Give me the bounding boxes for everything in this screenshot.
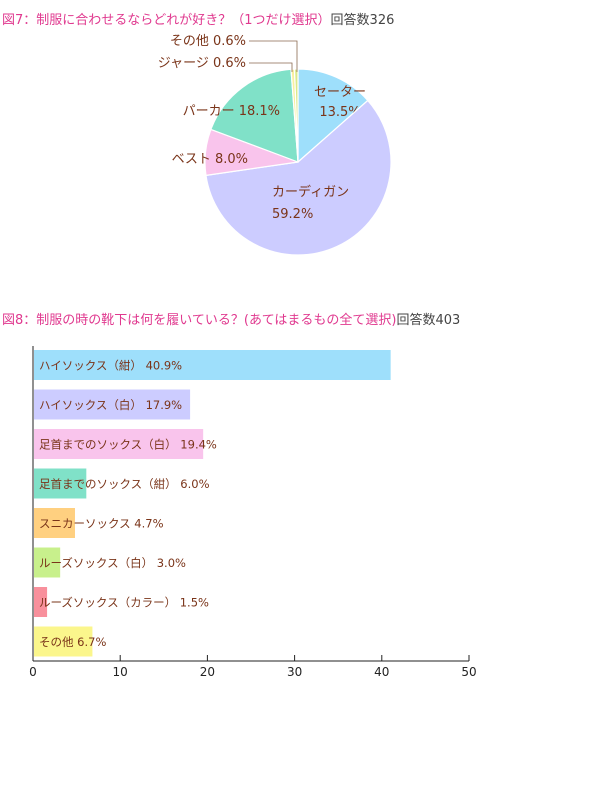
x-tick-label: 30 (287, 665, 302, 679)
pie-slice-label: カーディガン (272, 184, 349, 200)
pie-slice (297, 68, 369, 164)
pie-slice-value: 59.2% (272, 207, 313, 222)
bar-label: 足首までのソックス（白） 19.4% (39, 438, 217, 452)
fig7-title-text: 図7：制服に合わせるならどれが好き？（1つだけ選択） (2, 13, 331, 28)
pie-slice (293, 68, 299, 163)
bar (34, 350, 391, 380)
x-tick-label: 40 (374, 665, 389, 679)
pie-slice-label: ジャージ 0.6% (158, 56, 246, 71)
pie-slice (205, 99, 392, 256)
bar-label: スニカーソックス 4.7% (39, 517, 164, 531)
fig8-count-label: 回答数403 (396, 313, 461, 328)
bar-label: ハイソックス（紺） 40.9% (39, 359, 182, 373)
bar (34, 626, 93, 657)
bar-label: 足首までのソックス（紺） 6.0% (39, 477, 210, 491)
pie-slice-label: その他 0.6% (170, 34, 246, 49)
pie-slice-label: ベスト 8.0% (172, 152, 248, 167)
pie-leader-line (249, 40, 298, 72)
fig8-title-text: 図8：制服の時の靴下は何を履いている？(あてはまるもの全て選択) (2, 313, 397, 328)
bar (34, 587, 48, 617)
x-tick-label: 50 (461, 665, 476, 679)
fig7-count-label: 回答数326 (330, 13, 395, 28)
pie-slice-label: セーター (314, 85, 366, 100)
bar-chart: ハイソックス（紺） 40.9% ハイソックス（白） 17.9% 足首までのソックス（… (29, 346, 477, 679)
bar-label: ハイソックス（白） 17.9% (39, 398, 182, 412)
bar (34, 547, 61, 578)
x-tick-label: 0 (29, 665, 37, 679)
pie-slice (210, 68, 299, 163)
fig7-title: 図7：制服に合わせるならどれが好き？（1つだけ選択）回答数326 (2, 9, 394, 28)
x-tick-label: 10 (113, 665, 128, 679)
pie-slice-label: パーカー 18.1% (183, 104, 280, 119)
bar-label: ルーズソックス（カラー） 1.5% (39, 596, 209, 610)
fig8-title: 図8：制服の時の靴下は何を履いている？(あてはまるもの全て選択)回答数403 (2, 309, 460, 328)
bar (34, 468, 87, 499)
x-tick-label: 20 (200, 665, 215, 679)
bar (34, 389, 191, 420)
bar-label: その他 6.7% (39, 635, 106, 649)
pie-leader-line (249, 62, 293, 72)
bar-label: ルーズソックス（白） 3.0% (39, 556, 186, 570)
bar (34, 429, 204, 459)
bar (34, 508, 75, 538)
